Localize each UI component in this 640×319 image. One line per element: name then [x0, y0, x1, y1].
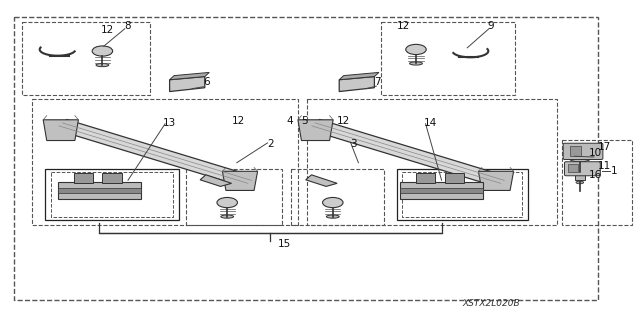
Text: 9: 9 — [487, 21, 493, 32]
Polygon shape — [339, 77, 374, 92]
Ellipse shape — [326, 215, 339, 218]
Bar — [291, 169, 384, 225]
Bar — [58, 188, 141, 193]
Text: 12: 12 — [397, 21, 410, 32]
Polygon shape — [55, 120, 255, 187]
Text: 3: 3 — [350, 138, 356, 149]
Text: 14: 14 — [424, 118, 436, 128]
Text: 5: 5 — [301, 115, 307, 126]
Text: 10: 10 — [589, 148, 602, 158]
Bar — [102, 173, 122, 183]
Text: XSTX2L020B: XSTX2L020B — [463, 299, 520, 308]
Polygon shape — [200, 175, 232, 186]
Text: 4: 4 — [287, 115, 293, 126]
Polygon shape — [306, 175, 337, 186]
Text: 11: 11 — [598, 161, 611, 171]
Bar — [22, 22, 150, 95]
Bar — [568, 164, 578, 172]
Polygon shape — [298, 120, 333, 140]
Text: 15: 15 — [278, 239, 291, 249]
Bar — [51, 172, 173, 217]
Polygon shape — [339, 72, 379, 80]
Ellipse shape — [96, 63, 109, 67]
Bar — [74, 173, 93, 183]
Ellipse shape — [410, 62, 422, 65]
Bar — [58, 182, 141, 199]
FancyBboxPatch shape — [563, 143, 603, 160]
Circle shape — [323, 197, 343, 208]
Polygon shape — [170, 72, 209, 80]
Text: 17: 17 — [598, 142, 611, 152]
Polygon shape — [44, 120, 79, 140]
Text: 12: 12 — [337, 115, 350, 126]
Bar — [445, 173, 464, 183]
Bar — [402, 172, 522, 217]
Bar — [416, 173, 435, 183]
Text: 16: 16 — [589, 170, 602, 181]
Text: 12: 12 — [232, 115, 244, 126]
Text: 1: 1 — [611, 166, 618, 176]
Circle shape — [406, 44, 426, 55]
Polygon shape — [170, 77, 205, 92]
Bar — [186, 169, 282, 225]
Circle shape — [575, 153, 585, 158]
Polygon shape — [308, 120, 508, 187]
Text: 2: 2 — [267, 138, 273, 149]
Bar — [381, 22, 515, 95]
Bar — [562, 140, 632, 225]
Bar — [307, 99, 557, 225]
Text: 8: 8 — [124, 21, 131, 32]
Circle shape — [217, 197, 237, 208]
Text: 12: 12 — [101, 25, 114, 35]
Polygon shape — [479, 171, 514, 190]
Bar — [45, 169, 179, 220]
Bar — [575, 172, 585, 180]
Ellipse shape — [576, 181, 584, 184]
Bar — [400, 188, 483, 193]
Bar — [400, 182, 483, 199]
Bar — [14, 17, 598, 300]
Polygon shape — [223, 171, 258, 190]
Circle shape — [92, 46, 113, 56]
Text: 13: 13 — [163, 118, 175, 128]
Text: 7: 7 — [374, 77, 381, 87]
Bar — [32, 99, 298, 225]
Circle shape — [567, 149, 593, 162]
Ellipse shape — [221, 215, 234, 218]
Bar — [397, 169, 528, 220]
Text: 6: 6 — [203, 77, 209, 87]
FancyBboxPatch shape — [564, 162, 600, 176]
Bar — [570, 146, 581, 156]
